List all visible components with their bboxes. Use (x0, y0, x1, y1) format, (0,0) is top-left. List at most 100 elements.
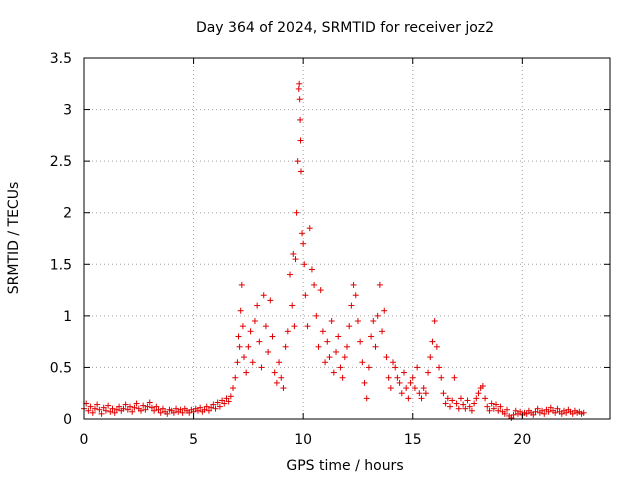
data-point (292, 256, 299, 263)
data-point (133, 400, 140, 407)
data-point (87, 403, 94, 410)
data-point (425, 369, 432, 376)
data-point (235, 333, 242, 340)
data-point (569, 410, 576, 417)
x-axis-label: GPS time / hours (286, 458, 403, 474)
data-point (341, 354, 348, 361)
data-point (464, 397, 471, 404)
data-point (296, 96, 303, 103)
data-point (170, 409, 177, 416)
data-point (201, 406, 208, 413)
data-point (245, 343, 252, 350)
data-point (210, 401, 217, 408)
data-point (227, 393, 234, 400)
data-point (291, 323, 298, 330)
data-point (348, 302, 355, 309)
data-points (81, 80, 587, 421)
data-point (116, 403, 123, 410)
data-point (96, 406, 103, 413)
data-point (304, 323, 311, 330)
data-point (339, 374, 346, 381)
data-point (501, 410, 508, 417)
data-point (523, 410, 530, 417)
data-point (510, 411, 517, 418)
data-point (151, 407, 158, 414)
y-tick-label: 3 (63, 103, 72, 119)
data-point (429, 338, 436, 345)
data-point (414, 364, 421, 371)
data-point (315, 343, 322, 350)
data-point (460, 401, 467, 408)
data-point (230, 385, 237, 392)
data-point (517, 408, 524, 415)
data-point (208, 404, 215, 411)
y-tick-label: 0.5 (50, 360, 72, 376)
data-point (249, 359, 256, 366)
data-point (554, 405, 561, 412)
data-point (276, 359, 283, 366)
data-point (240, 354, 247, 361)
data-point (488, 400, 495, 407)
data-point (322, 359, 329, 366)
data-point (482, 395, 489, 402)
data-point (319, 328, 326, 335)
data-point (258, 364, 265, 371)
data-point (532, 408, 539, 415)
x-tick-label: 0 (80, 432, 89, 448)
data-point (357, 338, 364, 345)
y-tick-label: 2.5 (50, 154, 72, 170)
data-point (140, 402, 147, 409)
data-point (100, 404, 107, 411)
data-point (311, 281, 318, 288)
data-point (111, 409, 118, 416)
data-point (295, 85, 302, 92)
data-point (157, 409, 164, 416)
data-point (407, 379, 414, 386)
data-point (409, 374, 416, 381)
data-point (374, 312, 381, 319)
data-point (105, 402, 112, 409)
data-point (416, 390, 423, 397)
data-point (558, 410, 565, 417)
data-point (471, 400, 478, 407)
data-point (155, 406, 162, 413)
data-point (294, 158, 301, 165)
data-point (350, 281, 357, 288)
data-point (368, 333, 375, 340)
data-point (385, 374, 392, 381)
data-point (383, 354, 390, 361)
data-point (442, 400, 449, 407)
data-point (333, 348, 340, 355)
data-point (354, 318, 361, 325)
data-point (173, 405, 180, 412)
data-point (306, 225, 313, 232)
data-point (530, 411, 537, 418)
data-point (265, 348, 272, 355)
data-point (438, 374, 445, 381)
data-point (403, 385, 410, 392)
data-point (365, 364, 372, 371)
data-point (267, 297, 274, 304)
data-point (344, 343, 350, 350)
data-point (580, 409, 587, 416)
data-point (457, 395, 464, 402)
data-point (503, 406, 510, 413)
data-point (159, 405, 166, 412)
y-tick-label: 2 (63, 206, 72, 222)
data-point (330, 369, 337, 376)
data-point (455, 405, 462, 412)
data-point (251, 318, 258, 325)
data-point (468, 407, 475, 414)
data-point (247, 328, 254, 335)
y-tick-label: 1 (63, 309, 72, 325)
y-tick-label: 1.5 (50, 257, 72, 273)
data-point (273, 379, 280, 386)
data-point (127, 403, 134, 410)
data-point (545, 408, 552, 415)
data-point (289, 302, 296, 309)
data-point (335, 333, 342, 340)
y-tick-label: 3.5 (50, 51, 72, 67)
data-point (541, 410, 548, 417)
chart-title: Day 364 of 2024, SRMTID for receiver joz… (196, 20, 494, 36)
